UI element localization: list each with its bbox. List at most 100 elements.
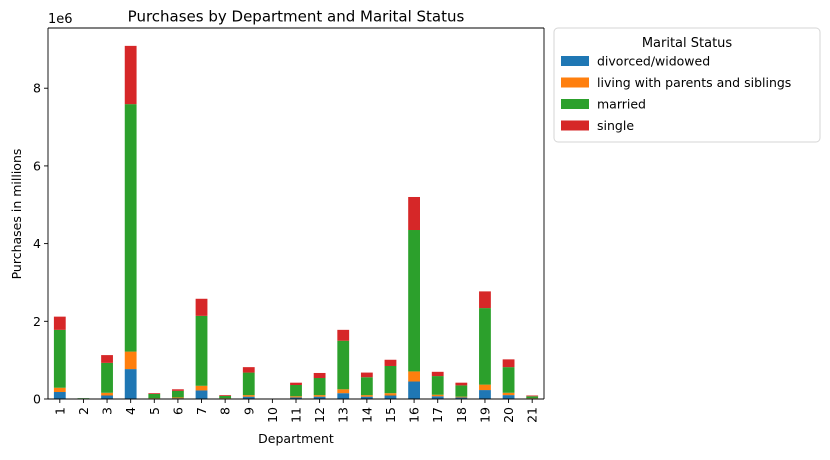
- bar-segment-single-dept-7: [196, 299, 208, 316]
- bar-segment-living-with-parents-and-siblings-dept-17: [432, 395, 444, 397]
- y-tick-label-0: 0: [33, 392, 41, 407]
- bar-segment-single-dept-4: [125, 46, 137, 104]
- bar-segment-divorced-widowed-dept-16: [408, 382, 420, 399]
- legend-label-divorced-widowed: divorced/widowed: [597, 54, 710, 69]
- bar-segment-living-with-parents-and-siblings-dept-13: [337, 389, 349, 393]
- bar-segment-married-dept-6: [172, 391, 184, 398]
- bar-segment-married-dept-18: [455, 385, 467, 396]
- x-tick-label-10: 10: [265, 407, 280, 423]
- bar-segment-divorced-widowed-dept-13: [337, 393, 349, 399]
- bar-segment-divorced-widowed-dept-7: [196, 390, 208, 399]
- bar-segment-living-with-parents-and-siblings-dept-9: [243, 395, 255, 397]
- y-tick-label-8: 8: [33, 81, 41, 96]
- bar-segment-single-dept-21: [526, 396, 538, 397]
- bar-segment-married-dept-3: [101, 363, 113, 393]
- x-tick-label-6: 6: [170, 407, 185, 415]
- x-tick-label-4: 4: [123, 407, 138, 415]
- legend-label-single: single: [597, 118, 634, 133]
- bar-segment-married-dept-16: [408, 230, 420, 371]
- legend-swatch-divorced-widowed: [561, 56, 589, 66]
- bar-segment-single-dept-13: [337, 330, 349, 341]
- bar-segment-living-with-parents-and-siblings-dept-4: [125, 352, 137, 369]
- bar-segment-married-dept-12: [314, 378, 326, 395]
- x-tick-label-1: 1: [52, 407, 67, 415]
- bar-segment-divorced-widowed-dept-4: [125, 369, 137, 399]
- bar-segment-divorced-widowed-dept-1: [54, 392, 66, 399]
- bar-segment-single-dept-15: [385, 360, 397, 366]
- bar-segment-living-with-parents-and-siblings-dept-3: [101, 393, 113, 396]
- y-tick-label-2: 2: [33, 314, 41, 329]
- bar-segment-single-dept-6: [172, 389, 184, 391]
- bar-segment-single-dept-11: [290, 383, 302, 385]
- bar-segment-divorced-widowed-dept-3: [101, 396, 113, 400]
- legend-swatch-married: [561, 99, 589, 109]
- x-tick-label-7: 7: [194, 407, 209, 415]
- bar-segment-single-dept-12: [314, 373, 326, 378]
- bar-segment-single-dept-3: [101, 355, 113, 363]
- x-tick-label-11: 11: [289, 407, 304, 423]
- x-axis-label: Department: [258, 431, 334, 446]
- legend: Marital Status divorced/widowed living wi…: [554, 28, 820, 142]
- x-tick-label-8: 8: [218, 407, 233, 415]
- bar-segment-divorced-widowed-dept-15: [385, 396, 397, 400]
- chart-title: Purchases by Department and Marital Stat…: [128, 8, 465, 26]
- bar-segment-married-dept-4: [125, 104, 137, 351]
- bar-segment-single-dept-16: [408, 197, 420, 230]
- bar-segment-living-with-parents-and-siblings-dept-14: [361, 395, 373, 397]
- x-tick-label-14: 14: [359, 407, 374, 423]
- bar-segment-living-with-parents-and-siblings-dept-11: [290, 396, 302, 397]
- bar-segment-married-dept-15: [385, 366, 397, 393]
- x-tick-label-16: 16: [407, 407, 422, 423]
- bar-segment-single-dept-20: [503, 359, 515, 367]
- x-tick-label-20: 20: [501, 407, 516, 423]
- legend-swatch-single: [561, 121, 589, 131]
- y-tick-label-4: 4: [33, 236, 41, 251]
- bar-segment-living-with-parents-and-siblings-dept-15: [385, 393, 397, 395]
- bar-segment-single-dept-9: [243, 367, 255, 372]
- x-tick-label-9: 9: [241, 407, 256, 415]
- bar-segment-married-dept-11: [290, 385, 302, 396]
- x-tick-label-17: 17: [430, 407, 445, 423]
- bar-segment-living-with-parents-and-siblings-dept-20: [503, 393, 515, 395]
- bar-segment-married-dept-17: [432, 376, 444, 395]
- bar-segment-married-dept-9: [243, 373, 255, 396]
- x-tick-label-19: 19: [477, 407, 492, 423]
- x-tick-label-15: 15: [383, 407, 398, 423]
- bar-segment-married-dept-13: [337, 341, 349, 390]
- x-tick-label-13: 13: [336, 407, 351, 423]
- bar-segment-married-dept-5: [148, 394, 160, 398]
- x-tick-label-5: 5: [147, 407, 162, 415]
- y-offset-label: 1e6: [48, 12, 73, 27]
- bar-segment-married-dept-8: [219, 396, 231, 398]
- bar-segment-living-with-parents-and-siblings-dept-18: [455, 397, 467, 398]
- bar-segment-single-dept-1: [54, 317, 66, 330]
- x-tick-label-12: 12: [312, 407, 327, 423]
- legend-label-living-with-parents-and-siblings: living with parents and siblings: [597, 75, 791, 90]
- bar-segment-married-dept-19: [479, 308, 491, 385]
- bar-segment-married-dept-1: [54, 330, 66, 388]
- y-axis-label: Purchases in millions: [9, 149, 24, 280]
- bar-segment-married-dept-21: [526, 396, 538, 398]
- bar-segment-living-with-parents-and-siblings-dept-12: [314, 395, 326, 397]
- legend-title: Marital Status: [642, 36, 733, 51]
- bar-segment-divorced-widowed-dept-19: [479, 390, 491, 399]
- x-tick-label-3: 3: [100, 407, 115, 415]
- bar-segment-single-dept-5: [148, 393, 160, 394]
- bar-segment-living-with-parents-and-siblings-dept-1: [54, 388, 66, 392]
- y-tick-label-6: 6: [33, 158, 41, 173]
- x-tick-label-18: 18: [454, 407, 469, 423]
- bar-segment-single-dept-17: [432, 372, 444, 376]
- bar-segment-living-with-parents-and-siblings-dept-7: [196, 386, 208, 391]
- bar-segment-divorced-widowed-dept-20: [503, 395, 515, 399]
- bar-segment-single-dept-14: [361, 373, 373, 378]
- bar-segment-married-dept-20: [503, 367, 515, 393]
- x-tick-label-21: 21: [525, 407, 540, 423]
- bar-segment-living-with-parents-and-siblings-dept-6: [172, 397, 184, 398]
- bar-segment-living-with-parents-and-siblings-dept-16: [408, 371, 420, 381]
- plot-frame: [48, 28, 544, 399]
- bar-segment-single-dept-18: [455, 383, 467, 386]
- bar-segment-single-dept-8: [219, 395, 231, 396]
